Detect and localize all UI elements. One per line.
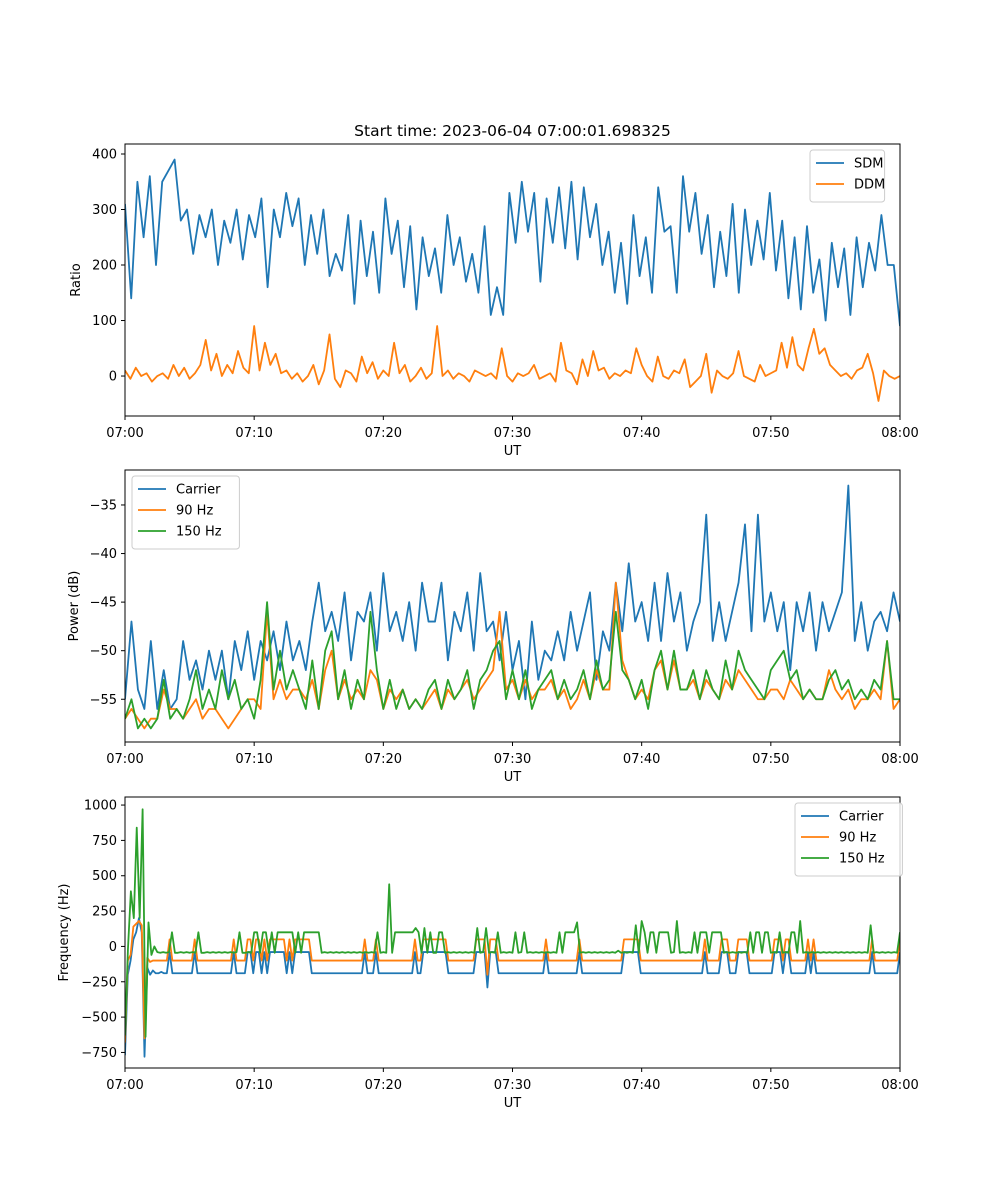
legend: SDM DDM bbox=[809, 149, 885, 203]
y-tick-label: 100 bbox=[92, 314, 117, 329]
series-line-90-hz bbox=[125, 581, 900, 730]
x-tick-label: 07:50 bbox=[752, 426, 789, 441]
x-tick-label: 07:30 bbox=[494, 1078, 531, 1093]
y-tick-label: 400 bbox=[92, 147, 117, 162]
y-tick-label: 500 bbox=[92, 869, 117, 884]
y-axis-label: Frequency (Hz) bbox=[57, 883, 72, 981]
x-tick-label: 07:10 bbox=[235, 426, 272, 441]
x-tick-label: 07:30 bbox=[494, 426, 531, 441]
y-tick-label: 750 bbox=[92, 834, 117, 849]
x-tick-label: 08:00 bbox=[881, 1078, 918, 1093]
legend-label: SDM bbox=[854, 157, 883, 172]
series-line-150-hz bbox=[125, 808, 900, 1038]
x-tick-label: 07:00 bbox=[106, 426, 143, 441]
y-tick-label: −50 bbox=[90, 644, 117, 659]
subplot-1: 07:00 07:10 07:20 07:30 07:40 07:50 08:00 UT 0 10… bbox=[69, 122, 919, 459]
x-tick-label: 07:20 bbox=[365, 1078, 402, 1093]
subplot-2: 07:00 07:10 07:20 07:30 07:40 07:50 08:00 UT −55… bbox=[67, 469, 919, 785]
x-axis-label: UT bbox=[504, 1096, 522, 1111]
x-tick-label: 07:10 bbox=[235, 1078, 272, 1093]
x-tick-label: 07:40 bbox=[623, 752, 660, 767]
y-tick-label: −45 bbox=[90, 596, 117, 611]
legend-label: 90 Hz bbox=[176, 504, 213, 519]
x-tick-label: 07:40 bbox=[623, 426, 660, 441]
legend-label: DDM bbox=[854, 178, 885, 193]
x-tick-label: 07:20 bbox=[365, 426, 402, 441]
x-tick-label: 08:00 bbox=[881, 426, 918, 441]
series-line-carrier bbox=[125, 484, 900, 710]
legend-label: 90 Hz bbox=[839, 831, 876, 846]
axes-frame bbox=[124, 796, 901, 1069]
y-tick-label: 200 bbox=[92, 259, 117, 274]
y-tick-label: −40 bbox=[90, 547, 117, 562]
series-line-90-hz bbox=[125, 920, 900, 1043]
legend-label: 150 Hz bbox=[839, 852, 885, 867]
y-tick-label: 250 bbox=[92, 905, 117, 920]
axes-frame bbox=[124, 143, 901, 417]
legend: Carrier 90 Hz 150 Hz bbox=[794, 802, 903, 877]
x-tick-label: 07:00 bbox=[106, 1078, 143, 1093]
x-tick-label: 07:10 bbox=[235, 752, 272, 767]
x-tick-label: 07:30 bbox=[494, 752, 531, 767]
y-tick-label: 0 bbox=[109, 940, 117, 955]
x-axis-label: UT bbox=[504, 770, 522, 785]
series-line-carrier bbox=[125, 917, 900, 1058]
x-axis-label: UT bbox=[504, 444, 522, 459]
y-tick-label: −500 bbox=[81, 1011, 117, 1026]
y-tick-label: 0 bbox=[109, 370, 117, 385]
legend-label: 150 Hz bbox=[176, 525, 222, 540]
y-tick-label: −35 bbox=[90, 498, 117, 513]
series-line-ddm bbox=[125, 325, 900, 402]
chart-title: Start time: 2023-06-04 07:00:01.698325 bbox=[354, 122, 671, 140]
x-tick-label: 07:50 bbox=[752, 1078, 789, 1093]
y-tick-label: 300 bbox=[92, 203, 117, 218]
legend: Carrier 90 Hz 150 Hz bbox=[131, 475, 240, 550]
series-line-sdm bbox=[125, 158, 900, 327]
x-tick-label: 07:40 bbox=[623, 1078, 660, 1093]
y-tick-label: 1000 bbox=[84, 799, 117, 814]
x-tick-label: 07:50 bbox=[752, 752, 789, 767]
legend-label: Carrier bbox=[839, 810, 884, 825]
x-tick-label: 07:00 bbox=[106, 752, 143, 767]
y-tick-label: −750 bbox=[81, 1046, 117, 1061]
series-line-150-hz bbox=[125, 601, 900, 730]
subplot-3: 07:00 07:10 07:20 07:30 07:40 07:50 08:00 UT −75… bbox=[57, 796, 919, 1111]
y-tick-label: −250 bbox=[81, 975, 117, 990]
y-tick-label: −55 bbox=[90, 693, 117, 708]
y-axis-label: Power (dB) bbox=[67, 571, 82, 642]
x-tick-label: 08:00 bbox=[881, 752, 918, 767]
legend-label: Carrier bbox=[176, 483, 221, 498]
y-axis-label: Ratio bbox=[69, 263, 84, 296]
x-tick-label: 07:20 bbox=[365, 752, 402, 767]
